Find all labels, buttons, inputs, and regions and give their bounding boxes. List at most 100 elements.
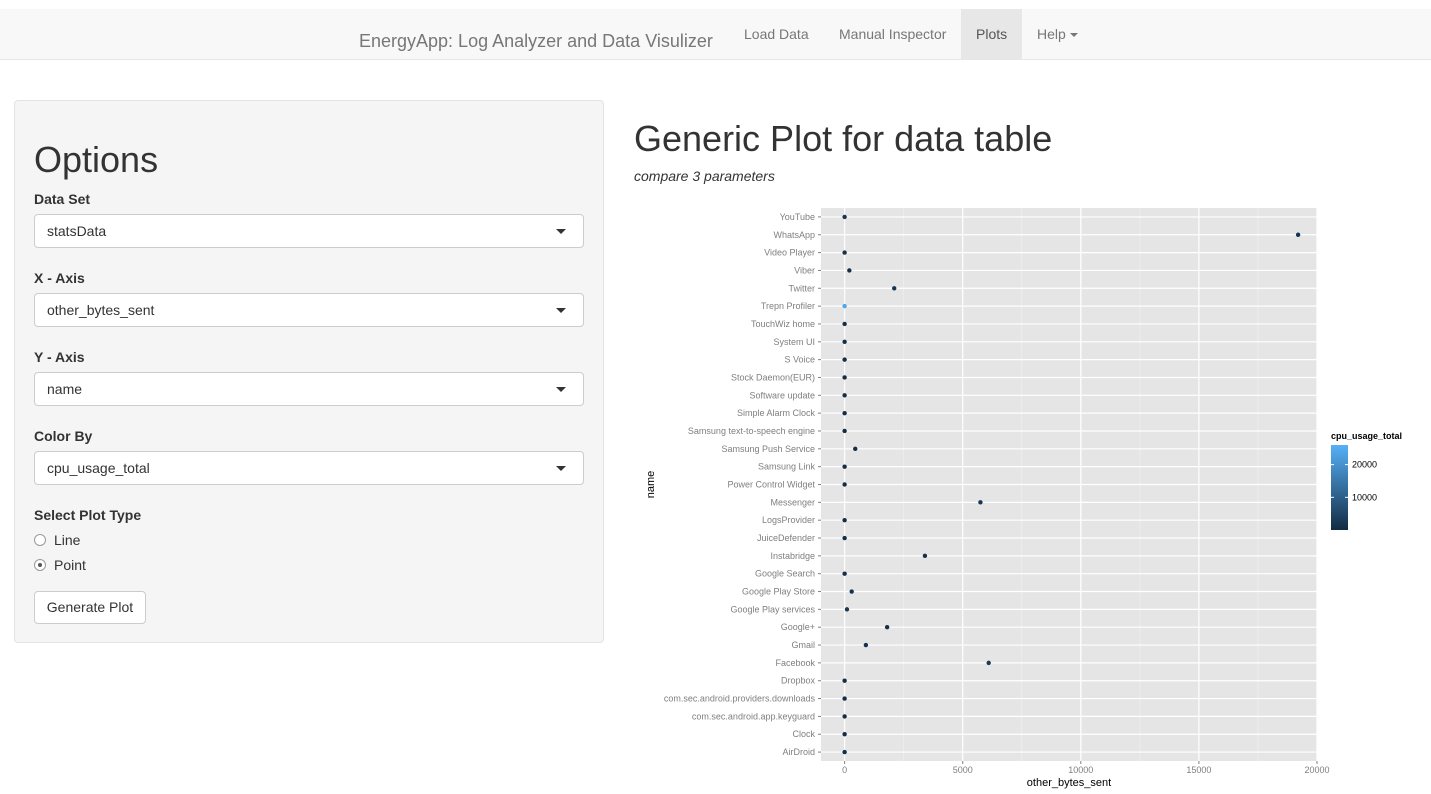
dataset-select[interactable]: statsData <box>34 214 584 248</box>
y-tick-label: Viber <box>794 265 815 275</box>
x-tick-label: 0 <box>842 765 847 775</box>
y-tick-label: Google+ <box>781 622 815 632</box>
data-point <box>842 571 847 576</box>
yaxis-label: Y - Axis <box>34 349 85 365</box>
y-tick-label: AirDroid <box>782 747 815 757</box>
y-tick-label: Stock Daemon(EUR) <box>731 372 815 382</box>
data-point <box>842 696 847 701</box>
y-tick-label: Software update <box>749 390 815 400</box>
y-tick-label: S Voice <box>784 355 815 365</box>
y-tick-label: Dropbox <box>781 676 816 686</box>
nav-plots[interactable]: Plots <box>961 9 1022 59</box>
radio-unchecked-icon[interactable] <box>34 534 46 547</box>
y-axis-title: name <box>645 471 657 499</box>
yaxis-select[interactable]: name <box>34 372 584 406</box>
y-tick-label: JuiceDefender <box>757 533 815 543</box>
data-point <box>842 321 847 327</box>
data-point <box>853 446 858 452</box>
radio-point-label: Point <box>54 557 86 573</box>
y-tick-label: TouchWiz home <box>751 319 815 329</box>
dropdown-arrow-icon <box>556 308 566 313</box>
legend-colorbar <box>1331 445 1348 530</box>
nav-load-data[interactable]: Load Data <box>744 26 809 42</box>
dataset-label: Data Set <box>34 191 91 207</box>
data-point <box>842 357 847 362</box>
data-point <box>842 214 847 220</box>
data-point <box>842 410 847 416</box>
xaxis-value: other_bytes_sent <box>47 302 155 318</box>
data-point <box>842 732 847 737</box>
y-tick-label: Video Player <box>764 248 815 258</box>
y-tick-label: Twitter <box>788 283 815 293</box>
dataset-value: statsData <box>47 223 107 239</box>
y-tick-label: YouTube <box>780 212 815 222</box>
app-brand[interactable]: EnergyApp: Log Analyzer and Data Visuliz… <box>359 31 713 51</box>
data-point <box>892 286 897 291</box>
plottype-label: Select Plot Type <box>34 507 142 523</box>
radio-checked-icon[interactable] <box>34 559 46 572</box>
y-tick-label: Samsung Link <box>758 462 816 472</box>
data-point <box>922 553 928 559</box>
dropdown-arrow-icon <box>556 466 566 471</box>
y-tick-label: Power Control Widget <box>727 480 815 490</box>
y-tick-label: LogsProvider <box>762 515 815 525</box>
page-subtitle: compare 3 parameters <box>634 168 775 184</box>
nav-help[interactable]: Help <box>1022 9 1093 59</box>
x-axis-title: other_bytes_sent <box>1027 777 1111 789</box>
data-point <box>842 535 847 541</box>
caret-down-icon <box>1069 33 1078 38</box>
data-point <box>842 482 847 487</box>
colorby-value: cpu_usage_total <box>47 460 150 476</box>
data-point <box>849 589 854 594</box>
dropdown-arrow-icon <box>556 387 566 392</box>
y-tick-label: Simple Alarm Clock <box>737 408 816 418</box>
data-point <box>842 714 847 719</box>
nav-manual-inspector[interactable]: Manual Inspector <box>839 26 947 42</box>
xaxis-select[interactable]: other_bytes_sent <box>34 293 584 327</box>
radio-line[interactable]: Line <box>34 530 80 550</box>
y-tick-label: Google Search <box>755 569 815 579</box>
colorby-label: Color By <box>34 428 93 444</box>
y-tick-label: WhatsApp <box>773 230 815 240</box>
data-point <box>842 678 847 683</box>
page-title: Generic Plot for data table <box>634 118 1053 159</box>
y-tick-label: Gmail <box>791 640 815 650</box>
y-tick-label: System UI <box>773 337 815 347</box>
y-tick-label: Samsung Push Service <box>721 444 815 454</box>
y-tick-label: Facebook <box>775 658 815 668</box>
x-tick-label: 10000 <box>1068 765 1093 775</box>
data-point <box>847 268 852 273</box>
y-tick-label: Google Play Store <box>742 587 815 597</box>
y-tick-label: Instabridge <box>770 551 815 561</box>
yaxis-value: name <box>47 381 83 397</box>
data-point <box>842 250 847 255</box>
legend-tick-label: 20000 <box>1352 460 1377 470</box>
data-point <box>842 339 847 344</box>
data-point <box>842 464 847 469</box>
data-point <box>842 749 847 755</box>
x-tick-label: 15000 <box>1186 765 1211 775</box>
data-point <box>978 500 983 505</box>
colorby-select[interactable]: cpu_usage_total <box>34 451 584 485</box>
xaxis-label: X - Axis <box>34 270 85 286</box>
y-tick-label: Clock <box>792 729 815 739</box>
radio-line-label: Line <box>54 532 81 548</box>
navbar: EnergyApp: Log Analyzer and Data Visuliz… <box>0 9 1431 60</box>
options-panel: Options Data Set statsData X - Axis othe… <box>14 100 604 643</box>
x-tick-label: 20000 <box>1304 765 1329 775</box>
scatter-plot: 0 5000 10000 15000 20000 YouTube WhatsApp Video… <box>645 208 1402 789</box>
legend-tick-label: 10000 <box>1352 492 1377 502</box>
y-tick-label: com.sec.android.app.keyguard <box>692 711 815 721</box>
radio-point[interactable]: Point <box>34 555 86 575</box>
data-point <box>842 428 847 434</box>
data-point <box>884 625 890 630</box>
data-point <box>842 375 847 380</box>
data-point <box>863 642 869 648</box>
data-point <box>842 303 847 309</box>
data-point <box>1295 232 1301 237</box>
data-point <box>986 660 991 666</box>
generate-plot-button[interactable]: Generate Plot <box>34 591 146 624</box>
y-tick-label: Messenger <box>770 497 815 507</box>
y-tick-label: Google Play services <box>730 604 815 614</box>
data-point <box>844 607 850 612</box>
